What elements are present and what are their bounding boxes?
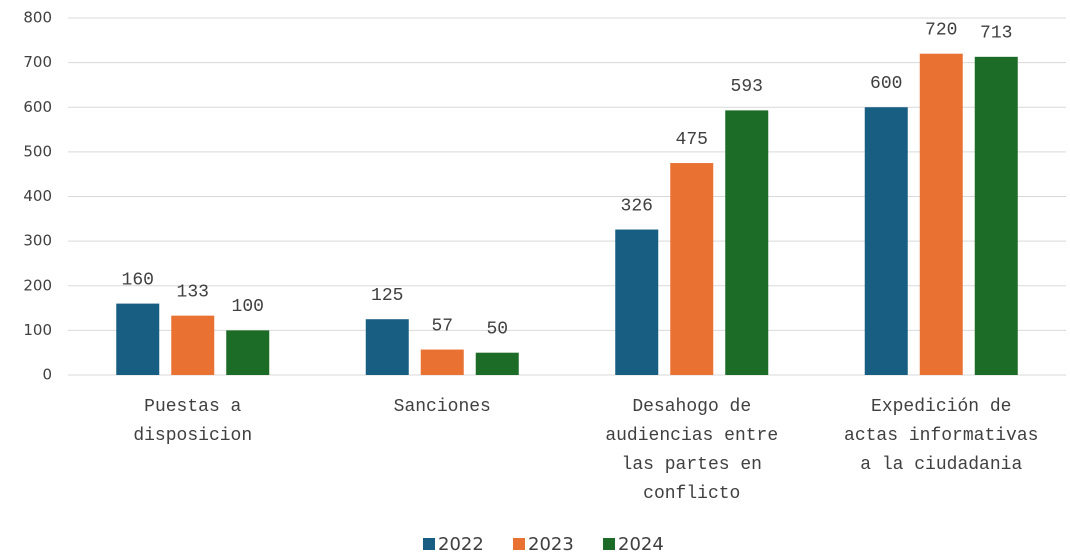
legend-swatch — [603, 538, 615, 550]
bar — [475, 352, 519, 375]
bar — [864, 107, 908, 375]
legend-swatch — [513, 538, 525, 550]
y-tick-label: 700 — [23, 53, 52, 71]
x-tick-label: conflicto — [643, 484, 740, 504]
y-tick-label: 600 — [23, 98, 52, 116]
data-label: 57 — [431, 316, 453, 336]
x-tick-label: Desahogo de — [632, 397, 751, 417]
data-label: 160 — [122, 270, 154, 290]
x-tick-label: Expedición de — [871, 397, 1011, 417]
data-label: 50 — [486, 319, 508, 339]
data-label: 593 — [731, 77, 763, 97]
bar — [116, 303, 160, 375]
legend-label: 2022 — [438, 534, 484, 555]
data-label: 713 — [980, 24, 1012, 44]
bar — [365, 319, 409, 375]
x-tick-label: las partes en — [622, 455, 762, 475]
y-tick-label: 800 — [23, 9, 52, 27]
bar — [615, 229, 659, 375]
bar — [226, 330, 270, 375]
bar — [919, 53, 963, 375]
x-tick-label: Sanciones — [394, 397, 491, 417]
x-tick-label: audiencias entre — [605, 426, 778, 446]
bar — [420, 349, 464, 375]
data-label: 600 — [870, 74, 902, 94]
x-tick-label: disposicion — [133, 426, 252, 446]
data-label: 475 — [676, 130, 708, 150]
x-tick-label: a la ciudadania — [860, 455, 1022, 475]
y-tick-label: 100 — [23, 321, 52, 339]
bar — [171, 315, 215, 375]
x-tick-label: actas informativas — [844, 426, 1038, 446]
data-label: 100 — [232, 297, 264, 317]
legend-label: 2023 — [528, 534, 574, 555]
y-tick-label: 200 — [23, 276, 52, 294]
y-tick-label: 300 — [23, 232, 52, 250]
bar — [725, 110, 769, 375]
y-tick-label: 500 — [23, 142, 52, 160]
legend-label: 2024 — [618, 534, 664, 555]
x-tick-label: Puestas a — [144, 397, 241, 417]
legend-swatch — [423, 538, 435, 550]
data-label: 125 — [371, 286, 403, 306]
data-label: 133 — [177, 282, 209, 302]
bar — [670, 163, 714, 375]
y-tick-label: 400 — [23, 187, 52, 205]
bar — [974, 56, 1018, 375]
y-tick-label: 0 — [42, 366, 52, 384]
data-label: 720 — [925, 20, 957, 40]
data-label: 326 — [621, 196, 653, 216]
